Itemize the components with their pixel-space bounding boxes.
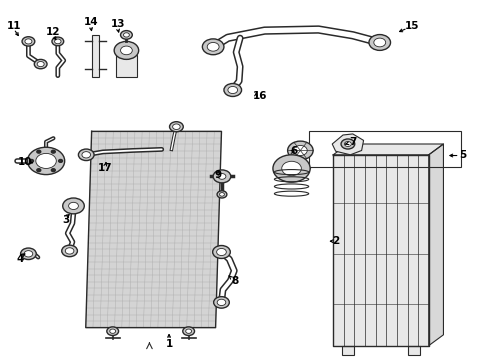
Circle shape — [273, 155, 310, 182]
Circle shape — [37, 62, 44, 67]
Circle shape — [62, 245, 77, 257]
Circle shape — [22, 37, 35, 46]
Circle shape — [65, 248, 74, 254]
Circle shape — [369, 35, 391, 50]
Text: 16: 16 — [252, 91, 267, 102]
Circle shape — [217, 299, 226, 306]
Polygon shape — [333, 155, 429, 346]
Circle shape — [214, 297, 229, 308]
Circle shape — [121, 31, 132, 39]
Bar — [309, 131, 461, 167]
Circle shape — [183, 327, 195, 336]
Circle shape — [202, 39, 224, 55]
Circle shape — [51, 169, 55, 172]
Text: 4: 4 — [17, 254, 24, 264]
Circle shape — [288, 141, 313, 160]
Text: 8: 8 — [232, 276, 239, 286]
Circle shape — [37, 150, 41, 153]
Circle shape — [78, 149, 94, 161]
Bar — [92, 35, 99, 77]
Circle shape — [82, 152, 91, 158]
Text: 13: 13 — [110, 19, 125, 30]
Circle shape — [27, 147, 65, 175]
Circle shape — [34, 59, 47, 69]
Circle shape — [59, 159, 63, 162]
Circle shape — [54, 39, 61, 44]
Circle shape — [294, 145, 307, 156]
Bar — [342, 346, 354, 355]
Circle shape — [282, 161, 301, 176]
Text: 10: 10 — [18, 157, 33, 167]
Text: 2: 2 — [332, 236, 339, 246]
Circle shape — [341, 139, 355, 149]
Circle shape — [172, 124, 180, 130]
Circle shape — [52, 37, 64, 46]
Circle shape — [213, 170, 231, 183]
Circle shape — [374, 38, 386, 47]
Circle shape — [224, 84, 242, 96]
Circle shape — [186, 329, 192, 333]
Circle shape — [110, 329, 116, 333]
Text: 6: 6 — [291, 146, 297, 156]
Circle shape — [218, 174, 226, 179]
Circle shape — [69, 202, 78, 210]
Bar — [408, 346, 420, 355]
Polygon shape — [332, 134, 364, 155]
Circle shape — [217, 248, 226, 256]
Circle shape — [344, 141, 351, 147]
Circle shape — [37, 169, 41, 172]
Circle shape — [36, 153, 56, 168]
Circle shape — [228, 86, 238, 94]
Circle shape — [123, 33, 129, 37]
Circle shape — [170, 122, 183, 132]
Text: 5: 5 — [460, 150, 466, 160]
Circle shape — [121, 46, 132, 55]
Polygon shape — [333, 144, 443, 155]
Circle shape — [21, 248, 36, 260]
Circle shape — [114, 41, 139, 59]
Circle shape — [25, 39, 32, 44]
Circle shape — [29, 159, 33, 162]
Circle shape — [51, 150, 55, 153]
Text: 1: 1 — [166, 339, 172, 349]
Circle shape — [24, 251, 33, 257]
Circle shape — [207, 42, 219, 51]
Text: 14: 14 — [83, 17, 98, 27]
Text: 12: 12 — [46, 27, 60, 37]
Circle shape — [107, 327, 119, 336]
Circle shape — [63, 198, 84, 214]
Circle shape — [220, 193, 224, 196]
Circle shape — [217, 191, 227, 198]
Text: 7: 7 — [349, 137, 357, 147]
Text: 17: 17 — [98, 163, 113, 174]
Text: 3: 3 — [63, 215, 70, 225]
Polygon shape — [86, 131, 221, 328]
Bar — [116, 55, 137, 77]
Polygon shape — [429, 144, 443, 346]
Text: 9: 9 — [215, 170, 221, 180]
Text: 11: 11 — [6, 21, 21, 31]
Text: 15: 15 — [404, 21, 419, 31]
Circle shape — [213, 246, 230, 258]
